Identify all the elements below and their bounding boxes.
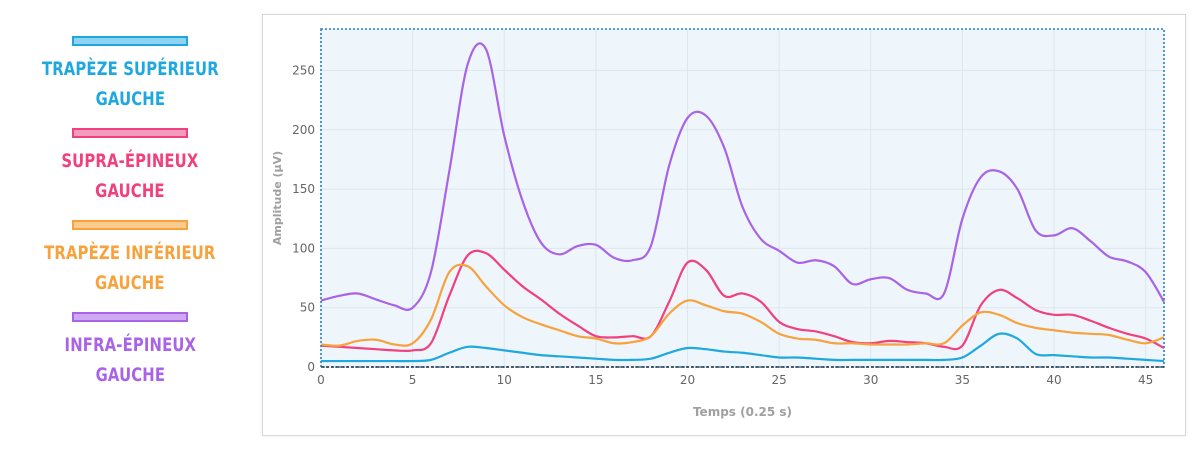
legend-label-line1: SUPRA-ÉPINEUX (61, 150, 199, 172)
legend-label-line1: TRAPÈZE SUPÉRIEUR (41, 58, 219, 80)
y-tick-label: 250 (292, 64, 315, 78)
series-line-trapeze-superieur-gauche[interactable] (321, 332, 1165, 363)
y-tick-label: 0 (307, 360, 315, 374)
legend-label-trapeze-inferieur: TRAPÈZE INFÉRIEUR GAUCHE (44, 238, 215, 298)
legend-label-infra-epineux: INFRA-ÉPINEUX GAUCHE (64, 330, 196, 390)
x-tick-label: 25 (772, 373, 787, 387)
series-line-trapeze-inferieur-gauche[interactable] (320, 263, 1165, 347)
legend-item-supra-epineux[interactable]: SUPRA-ÉPINEUX GAUCHE (30, 128, 230, 206)
y-tick-label: 150 (292, 182, 315, 196)
x-tick-label: 5 (409, 373, 417, 387)
legend-label-line1: INFRA-ÉPINEUX (64, 334, 196, 356)
series-line-infra-epineux-gauche[interactable] (320, 42, 1165, 311)
x-tick-label: 35 (955, 373, 970, 387)
legend-item-infra-epineux[interactable]: INFRA-ÉPINEUX GAUCHE (30, 312, 230, 390)
legend-item-trapeze-inferieur[interactable]: TRAPÈZE INFÉRIEUR GAUCHE (30, 220, 230, 298)
legend-swatch-supra-epineux (72, 128, 188, 138)
legend-label-supra-epineux: SUPRA-ÉPINEUX GAUCHE (61, 146, 198, 206)
legend-swatch-infra-epineux (72, 312, 188, 322)
legend-swatch-trapeze-superieur (72, 36, 188, 46)
legend-label-line2: GAUCHE (95, 180, 165, 202)
x-tick-label: 10 (497, 373, 512, 387)
x-tick-label: 20 (680, 373, 695, 387)
x-tick-label: 40 (1046, 373, 1061, 387)
plot-background (321, 29, 1164, 367)
legend-swatch-trapeze-inferieur (72, 220, 188, 230)
legend-label-line2: GAUCHE (95, 364, 165, 386)
y-tick-label: 100 (292, 241, 315, 255)
legend: TRAPÈZE SUPÉRIEUR GAUCHE SUPRA-ÉPINEUX G… (30, 36, 230, 404)
legend-item-trapeze-superieur[interactable]: TRAPÈZE SUPÉRIEUR GAUCHE (30, 36, 230, 114)
legend-label-line1: TRAPÈZE INFÉRIEUR (44, 242, 216, 264)
y-tick-label: 50 (300, 301, 315, 315)
x-axis-label: Temps (0.25 s) (693, 405, 792, 419)
legend-label-line2: GAUCHE (95, 88, 165, 110)
emg-line-chart[interactable]: 0 5 10 15 20 25 30 35 40 45 0 50 100 150 200 250 Amplit… (263, 15, 1185, 435)
y-axis-label: Amplitude (µV) (271, 151, 284, 245)
legend-label-trapeze-superieur: TRAPÈZE SUPÉRIEUR GAUCHE (42, 54, 219, 114)
chart-card: 0 5 10 15 20 25 30 35 40 45 0 50 100 150 200 250 Amplit… (262, 14, 1186, 436)
plot-selection-frame (320, 28, 1165, 368)
x-tick-label: 45 (1138, 373, 1153, 387)
x-tick-label: 15 (588, 373, 603, 387)
y-tick-label: 200 (292, 123, 315, 137)
x-tick-label: 0 (317, 373, 325, 387)
x-tick-label: 30 (863, 373, 878, 387)
legend-label-line2: GAUCHE (95, 272, 165, 294)
